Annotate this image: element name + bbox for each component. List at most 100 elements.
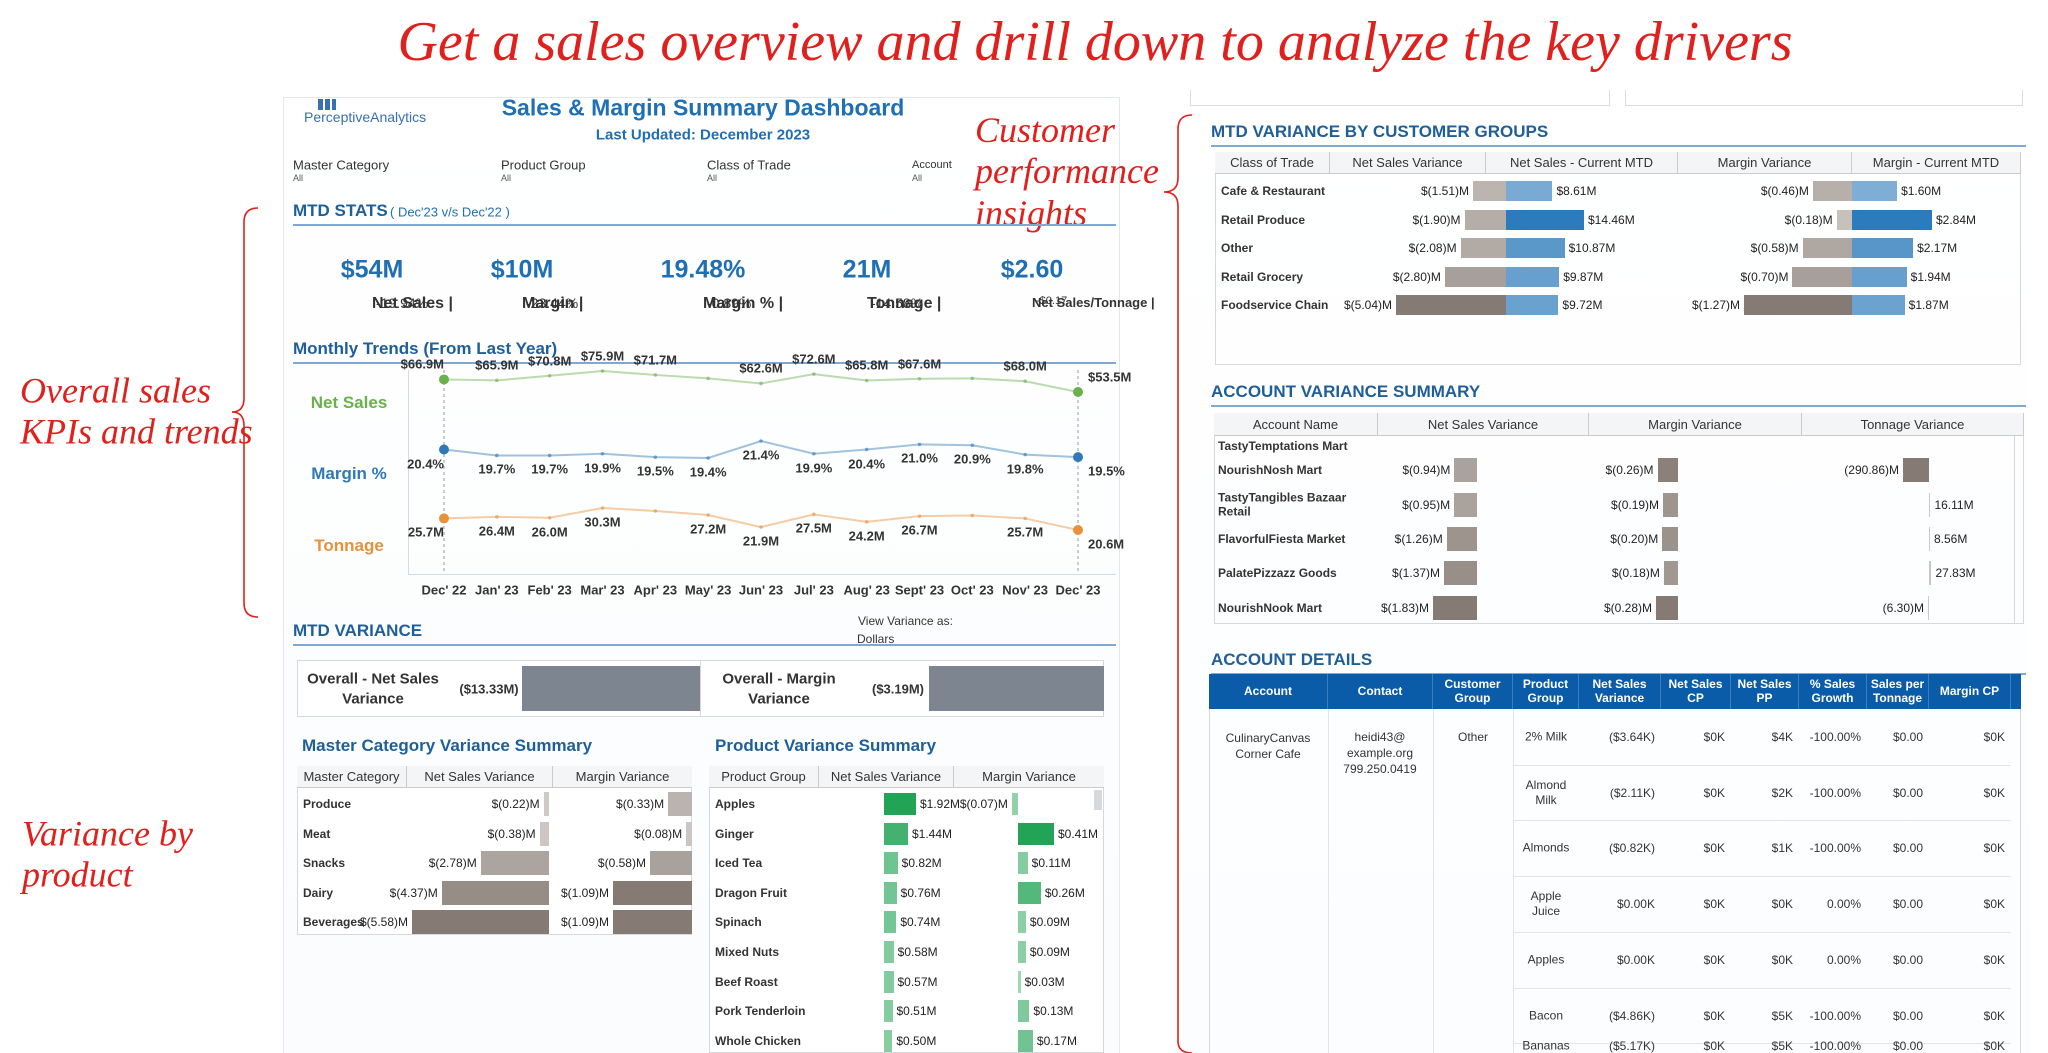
filter-label: Master Category xyxy=(293,157,390,173)
trend-point xyxy=(439,374,449,385)
kpi-value: 21M xyxy=(842,255,892,284)
trend-point xyxy=(970,513,975,518)
bar-label: $(1.37)M xyxy=(1392,566,1441,580)
detail-value: ($4.86K) xyxy=(1608,1008,1655,1023)
overall-bar xyxy=(929,666,1104,711)
month-label: Oct' 23 xyxy=(950,582,994,598)
trend-point xyxy=(759,381,763,386)
bar-label: (290.86)M xyxy=(1844,463,1899,477)
row-rule xyxy=(1513,876,2011,878)
trend-point xyxy=(653,455,658,459)
month-label: Jul' 23 xyxy=(793,582,834,598)
bar xyxy=(884,1029,893,1052)
bar-label: $0.09M xyxy=(1029,915,1070,930)
month-label: Dec' 23 xyxy=(1055,582,1101,598)
column-rule xyxy=(1328,709,1329,1053)
month-label: Nov' 23 xyxy=(1002,582,1049,598)
detail-value: $0K xyxy=(1771,952,1793,967)
point-label: 26.0M xyxy=(531,524,568,540)
filter-value: All xyxy=(293,173,304,183)
overall-value: ($3.19M) xyxy=(871,681,925,697)
overall-label: Overall - Net Sales Variance xyxy=(307,670,439,708)
section-rule xyxy=(293,224,1116,226)
detail-value: 0.00% xyxy=(1826,897,1861,912)
row-label: Ginger xyxy=(715,826,754,841)
trend-point xyxy=(864,378,869,383)
bar-label: $(2.78)M xyxy=(428,856,477,871)
row-label: FlavorfulFiesta Market xyxy=(1218,531,1346,546)
trend-point xyxy=(812,512,816,517)
trend-point xyxy=(864,447,869,452)
row-label: Retail Produce xyxy=(1221,212,1306,227)
point-label: 20.4% xyxy=(848,456,886,471)
kpi-value: $2.60 xyxy=(1000,255,1064,284)
bar-label: $(1.27)M xyxy=(1691,298,1740,312)
series-name: Tonnage xyxy=(314,536,384,555)
bar xyxy=(613,910,692,935)
trend-point xyxy=(547,373,552,378)
bar xyxy=(1929,493,1931,517)
bar-label: 8.56M xyxy=(1934,532,1968,546)
trend-point xyxy=(1023,516,1027,521)
row-label: Iced Tea xyxy=(715,856,763,871)
annotation: Overall sales KPIs and trends xyxy=(20,370,253,452)
bar-label: $(0.58)M xyxy=(1750,241,1799,255)
scrollbar xyxy=(1094,790,1102,810)
section-title: MTD VARIANCE BY CUSTOMER GROUPS xyxy=(1211,122,1549,141)
bar xyxy=(1506,295,1559,315)
bar xyxy=(1792,266,1852,287)
month-label: Mar' 23 xyxy=(580,582,625,598)
bar xyxy=(543,792,549,816)
point-label: $67.6M xyxy=(897,356,942,372)
detail-value: $5K xyxy=(1771,1039,1793,1053)
bar xyxy=(1433,596,1477,620)
bar xyxy=(1929,527,1930,551)
kpi-label: Net Sales/Tonnage | xyxy=(1032,295,1155,310)
trend-point xyxy=(917,442,922,447)
filter-value: All xyxy=(912,173,923,183)
bar xyxy=(1744,295,1852,315)
trend-point xyxy=(495,378,499,383)
bar xyxy=(1444,561,1477,585)
bar-label: $0.50M xyxy=(896,1033,937,1048)
detail-value: $0K xyxy=(1703,785,1725,800)
detail-value: 0.00% xyxy=(1826,952,1861,967)
bar-label: 16.11M xyxy=(1934,498,1974,512)
product-group: Almond Milk xyxy=(1525,777,1567,807)
row-rule xyxy=(1513,987,2011,989)
bar-label: $(4.37)M xyxy=(389,885,438,900)
bar xyxy=(1473,181,1506,201)
bar xyxy=(1663,493,1678,517)
filter-box xyxy=(1625,90,2023,106)
table-header: Product Group xyxy=(1513,674,1579,709)
table-header: Net Sales Variance xyxy=(819,766,954,788)
detail-value: -100.00% xyxy=(1809,1039,1861,1053)
bar-label: $(0.33)M xyxy=(616,797,665,811)
kpi-value: $10M xyxy=(490,255,554,284)
table-header: Net Sales CP xyxy=(1661,674,1731,709)
bar xyxy=(649,851,692,876)
detail-value: $0K xyxy=(1703,841,1725,856)
table-header: Tonnage Variance xyxy=(1802,413,2024,436)
trend-point xyxy=(600,451,605,456)
detail-value: $0.00 xyxy=(1892,897,1923,912)
bar-label: $(1.26)M xyxy=(1394,532,1443,546)
chart-frame xyxy=(408,370,1116,575)
trend-point xyxy=(600,369,605,373)
bar xyxy=(1454,493,1477,517)
point-label: $62.6M xyxy=(739,360,783,376)
table-header: Margin Variance xyxy=(553,766,692,788)
table-header: Margin Variance xyxy=(1678,152,1852,174)
point-label: 24.2M xyxy=(848,528,885,544)
section-rule xyxy=(293,644,1116,646)
bar-label: $(0.70)M xyxy=(1740,269,1789,284)
bar xyxy=(1663,561,1678,585)
detail-value: $0K xyxy=(1703,897,1725,912)
detail-value: $0.00 xyxy=(1892,841,1923,856)
trend-point xyxy=(864,520,869,524)
bar xyxy=(1018,911,1026,934)
last-updated: Last Updated: December 2023 xyxy=(595,126,811,144)
filter-label: Product Group xyxy=(501,157,586,173)
